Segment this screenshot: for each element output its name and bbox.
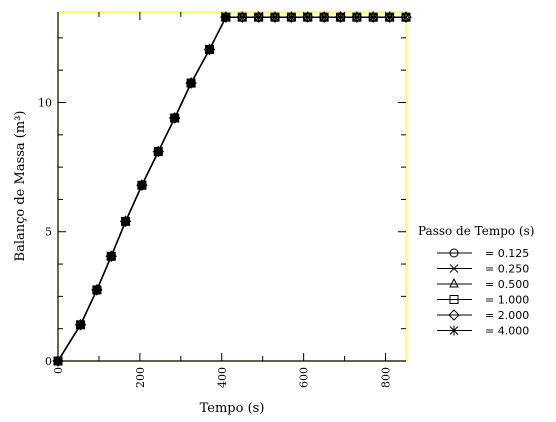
series-4 bbox=[52, 11, 412, 367]
legend-marker bbox=[449, 248, 459, 258]
legend-item: = 4.000 bbox=[437, 325, 529, 338]
legend-marker bbox=[449, 295, 459, 304]
data-point bbox=[336, 12, 345, 23]
data-point bbox=[106, 251, 116, 262]
legend-item: = 1.000 bbox=[437, 294, 529, 307]
series-line bbox=[57, 16, 406, 362]
legend-title: Passo de Tempo (s) bbox=[418, 224, 534, 238]
legend-label: = 2.000 bbox=[485, 309, 529, 322]
legend-label: = 1.000 bbox=[485, 294, 529, 307]
series-0 bbox=[53, 12, 411, 366]
legend-label: = 0.500 bbox=[485, 278, 529, 291]
x-axis-title: Tempo (s) bbox=[200, 401, 265, 416]
legend-item: = 0.125 bbox=[437, 247, 529, 260]
y-tick-label: 5 bbox=[45, 226, 52, 239]
series-2 bbox=[53, 11, 411, 365]
y-tick-label: 10 bbox=[38, 96, 52, 109]
data-point bbox=[92, 284, 102, 295]
x-tick-label: 800 bbox=[380, 367, 393, 388]
series-line bbox=[57, 16, 406, 362]
legend-item: = 2.000 bbox=[437, 309, 529, 322]
x-tick-label: 600 bbox=[298, 367, 311, 388]
series-1 bbox=[53, 12, 411, 366]
series-line bbox=[57, 16, 406, 362]
data-point bbox=[221, 12, 231, 23]
legend-label: = 0.250 bbox=[485, 263, 529, 276]
legend-label: = 4.000 bbox=[485, 325, 529, 338]
data-point bbox=[76, 319, 85, 330]
series-5 bbox=[53, 12, 411, 366]
series-line bbox=[57, 16, 406, 362]
data-point bbox=[121, 216, 130, 227]
data-point bbox=[205, 44, 214, 55]
legend-item: = 0.500 bbox=[437, 277, 529, 291]
data-point bbox=[352, 12, 362, 23]
data-point bbox=[319, 12, 329, 23]
legend-items: = 0.125 = 0.250 = 0.500 = 1.000 = 2.000 = 4.0… bbox=[437, 247, 529, 338]
legend-marker bbox=[449, 277, 459, 288]
legend-marker bbox=[449, 264, 459, 273]
data-point bbox=[53, 356, 63, 366]
legend-label: = 0.125 bbox=[485, 247, 529, 260]
x-tick-label: 400 bbox=[216, 367, 229, 388]
legend: Passo de Tempo (s) = 0.125 = 0.250 = 0.500… bbox=[418, 224, 534, 338]
data-point bbox=[287, 12, 296, 23]
data-point bbox=[153, 146, 163, 157]
data-point bbox=[170, 112, 180, 123]
legend-marker bbox=[448, 309, 460, 321]
data-point bbox=[186, 78, 196, 89]
series-line bbox=[57, 16, 406, 362]
data-point bbox=[385, 12, 394, 23]
legend-item: = 0.250 bbox=[437, 263, 529, 276]
data-point bbox=[237, 12, 247, 23]
plot-frame bbox=[57, 11, 407, 362]
y-axis-title: Balanço de Massa (m³) bbox=[13, 111, 28, 262]
data-point bbox=[303, 12, 313, 23]
data-point bbox=[254, 12, 263, 23]
data-point bbox=[368, 12, 378, 23]
series-line bbox=[57, 16, 406, 362]
data-point bbox=[401, 12, 411, 23]
data-point bbox=[270, 12, 280, 23]
data-point bbox=[137, 180, 147, 191]
x-tick-label: 0 bbox=[52, 367, 65, 374]
x-tick-label: 200 bbox=[134, 367, 147, 388]
legend-marker bbox=[449, 325, 459, 336]
series-3 bbox=[53, 12, 411, 366]
axes: 0 5 10 0 200 400 600 800 bbox=[38, 11, 407, 388]
series-layer bbox=[52, 11, 412, 367]
y-tick-label: 0 bbox=[45, 355, 52, 368]
